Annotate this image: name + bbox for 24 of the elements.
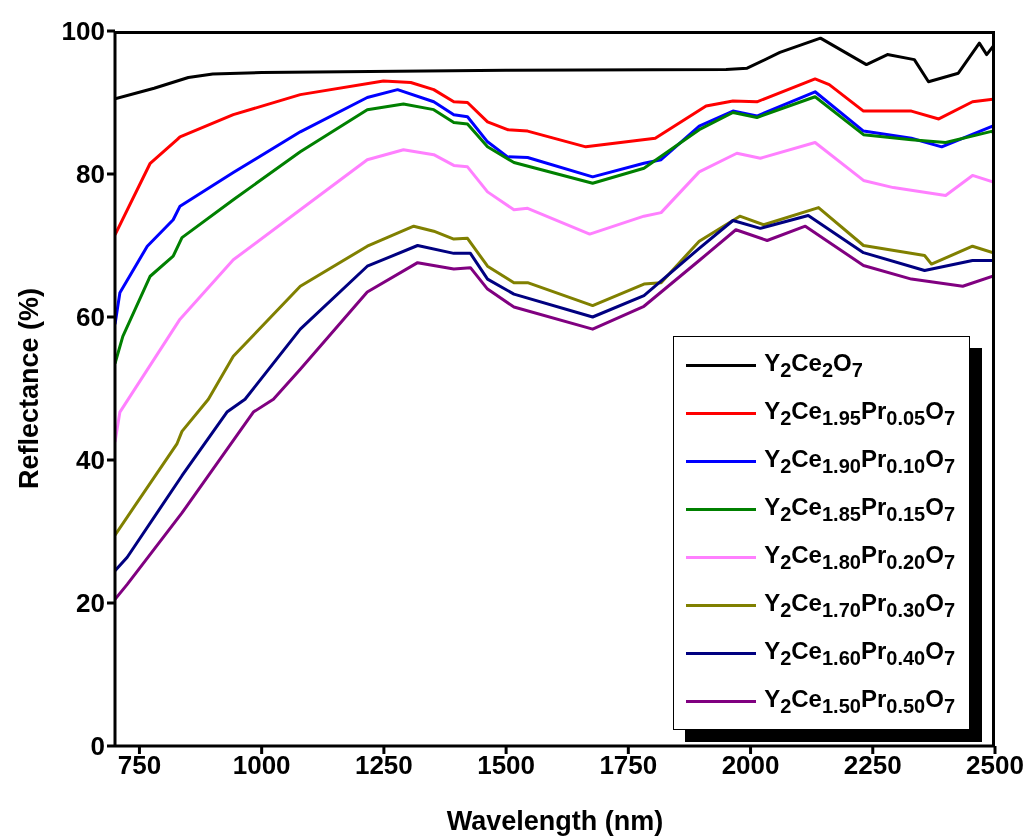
y-tick-label: 60 [76,302,105,333]
legend-label: Y$_{2}$Ce$_{2}$O$_{7}$ [764,348,863,382]
legend-label: Y$_{2}$Ce$_{1.90}$Pr$_{0.10}$O$_{7}$ [764,444,955,478]
legend-label: Y$_{2}$Ce$_{1.60}$Pr$_{0.40}$O$_{7}$ [764,636,955,670]
x-tick-label: 750 [117,750,162,781]
x-tick-label: 2250 [843,750,902,781]
y-tick-label: 100 [61,16,105,47]
x-tick-label: 1000 [232,750,291,781]
y-axis-title: Reflectance (%) [13,287,44,490]
legend-label: Y$_{2}$Ce$_{1.70}$Pr$_{0.30}$O$_{7}$ [764,588,955,622]
x-axis-title: Wavelength (nm) [446,806,664,836]
legend-label: Y$_{2}$Ce$_{1.85}$Pr$_{0.15}$O$_{7}$ [764,492,955,526]
y-tick-label: 40 [76,445,105,476]
legend-label: Y$_{2}$Ce$_{1.95}$Pr$_{0.05}$O$_{7}$ [764,396,955,430]
x-tick-label: 1250 [354,750,413,781]
y-tick-label: 80 [76,159,105,190]
y-tick-label: 20 [76,588,105,619]
y-tick-label: 0 [90,731,105,762]
x-tick-label: 1500 [477,750,536,781]
x-tick-label: 2500 [966,750,1024,781]
legend-label: Y$_{2}$Ce$_{1.80}$Pr$_{0.20}$O$_{7}$ [764,540,955,574]
x-tick-label: 1750 [599,750,658,781]
x-tick-label: 2000 [721,750,780,781]
legend-label: Y$_{2}$Ce$_{1.50}$Pr$_{0.50}$O$_{7}$ [764,684,955,718]
